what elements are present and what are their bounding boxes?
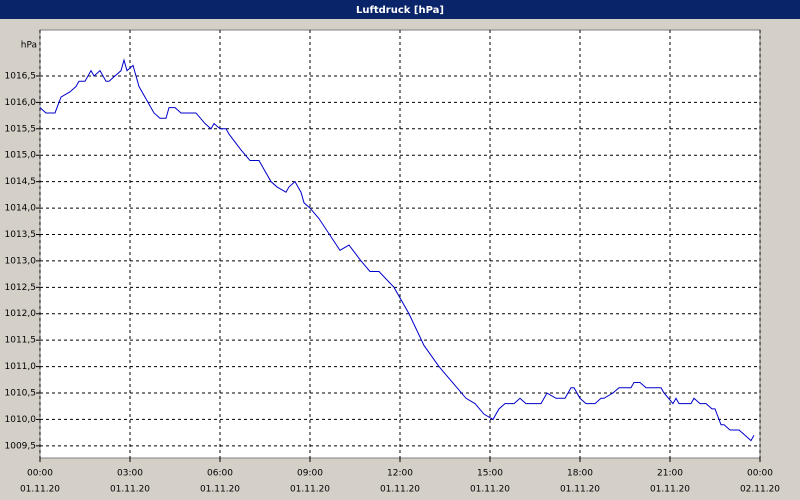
x-tick-date: 01.11.20: [470, 485, 510, 495]
x-tick-label: 18:00: [567, 469, 593, 479]
y-tick-label: 1011,0: [5, 362, 37, 372]
x-tick-label: 06:00: [207, 469, 233, 479]
y-tick-label: 1015,5: [5, 124, 37, 134]
x-tick-label: 03:00: [117, 469, 143, 479]
x-tick-date: 01.11.20: [650, 485, 690, 495]
y-tick-label: 1010,5: [5, 389, 37, 399]
x-tick-label: 21:00: [657, 469, 683, 479]
y-tick-label: 1014,5: [5, 177, 37, 187]
y-tick-label: 1016,5: [5, 71, 37, 81]
y-tick-label: 1014,0: [5, 204, 37, 214]
x-tick-label: 00:00: [27, 469, 53, 479]
x-tick-label: 09:00: [297, 469, 323, 479]
x-tick-date: 01.11.20: [380, 485, 420, 495]
y-tick-label: 1013,0: [5, 256, 37, 266]
x-tick-date: 01.11.20: [20, 485, 60, 495]
x-tick-date: 02.11.20: [740, 485, 780, 495]
x-tick-date: 01.11.20: [290, 485, 330, 495]
title-bar: [0, 0, 800, 19]
chart-title: Luftdruck [hPa]: [356, 5, 444, 16]
y-tick-label: 1009,5: [5, 441, 37, 451]
y-axis-label: hPa: [21, 41, 37, 51]
y-tick-label: 1015,0: [5, 151, 37, 161]
x-tick-date: 01.11.20: [560, 485, 600, 495]
y-tick-label: 1011,5: [5, 336, 37, 346]
x-tick-date: 01.11.20: [110, 485, 150, 495]
line-series: [39, 58, 755, 442]
y-tick-label: 1016,0: [5, 98, 37, 108]
y-tick-label: 1012,5: [5, 283, 37, 293]
y-tick-label: 1013,5: [5, 230, 37, 240]
x-tick-label: 12:00: [387, 469, 413, 479]
plot-area: [39, 29, 761, 459]
x-tick-date: 01.11.20: [200, 485, 240, 495]
x-tick-label: 15:00: [477, 469, 503, 479]
x-tick-label: 00:00: [747, 469, 773, 479]
y-tick-label: 1012,0: [5, 309, 37, 319]
y-tick-label: 1010,0: [5, 415, 37, 425]
